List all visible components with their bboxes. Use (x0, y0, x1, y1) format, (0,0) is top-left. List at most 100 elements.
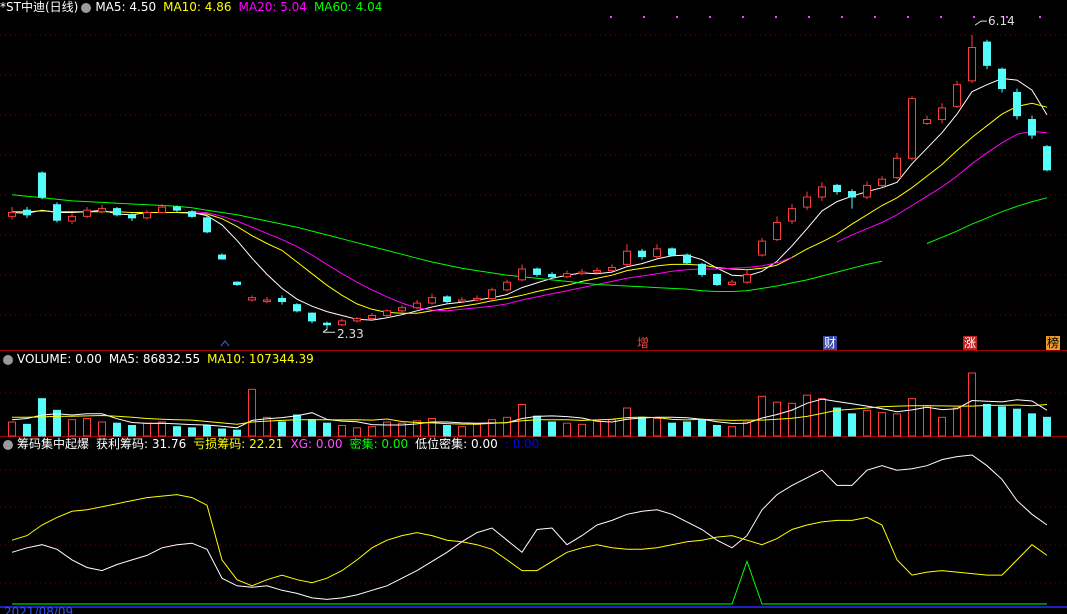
candle-body (338, 320, 346, 326)
volume-bar (458, 426, 466, 437)
volume-bar (578, 423, 586, 437)
candle-body (893, 157, 901, 179)
signal-dot (676, 16, 678, 18)
signal-dot (709, 16, 711, 18)
candle-body (203, 217, 211, 233)
volume-bar (188, 427, 196, 437)
volume-bar (98, 421, 106, 437)
candle-body (413, 302, 421, 309)
candle-body (248, 297, 256, 301)
volume-bar (848, 413, 856, 437)
candle-body (128, 214, 136, 219)
candle-body (758, 240, 766, 256)
volume-bar (758, 395, 766, 437)
annotation-arrow (974, 20, 987, 26)
candle-body (728, 281, 736, 285)
candle-body (848, 191, 856, 198)
volume-bar (743, 421, 751, 437)
candle-body (788, 208, 796, 222)
candle-body (743, 273, 751, 283)
candle-body (143, 211, 151, 219)
candle-body (983, 41, 991, 66)
candle-body (803, 196, 811, 208)
menu-icon[interactable] (3, 439, 13, 450)
legend-entry: MA5: 86832.55 (108, 352, 201, 366)
candle-body (518, 268, 526, 281)
volume-bar (668, 422, 676, 437)
candle-body (23, 209, 31, 216)
volume-bar (818, 398, 826, 437)
signal-dot (841, 16, 843, 18)
candle-body (83, 209, 91, 217)
legend-entry: XG: 0.00 (290, 437, 343, 451)
signal-dot (1039, 16, 1041, 18)
menu-icon[interactable] (81, 2, 92, 13)
legend-entry: MA10: 107344.39 (207, 352, 314, 366)
candle-body (698, 263, 706, 275)
volume-bar (563, 422, 571, 437)
volume-bar (218, 428, 226, 437)
candle-body (353, 318, 361, 322)
volume-bar (638, 416, 646, 437)
volume-bar (68, 419, 76, 437)
volume-bar (938, 416, 946, 437)
candle-body (683, 254, 691, 264)
candle-body (308, 312, 316, 322)
event-marker: 增 (637, 336, 650, 350)
candle-body (818, 186, 826, 198)
volume-bar (353, 427, 361, 437)
volume-bar (413, 420, 421, 437)
candle-body (218, 254, 226, 260)
series-line (191, 130, 1048, 312)
volume-bar (398, 422, 406, 437)
high-label: 6.14 (988, 14, 1015, 28)
volume-bar (548, 421, 556, 437)
signal-dot (610, 16, 612, 18)
volume-bar (443, 425, 451, 437)
annotation-arrow (322, 328, 335, 333)
volume-bar (983, 404, 991, 437)
legend-entry: 获利筹码: 31.76 (96, 437, 187, 451)
candle-body (863, 184, 871, 198)
date-label: 2021/08/09 (4, 605, 73, 614)
series-line (11, 77, 1048, 321)
signal-dot (1006, 16, 1008, 18)
low-label: 2.33 (337, 327, 364, 341)
signal-dot (940, 16, 942, 18)
volume-bar (728, 426, 736, 437)
volume-bar (248, 388, 256, 437)
signal-dot (775, 16, 777, 18)
legend-entry: 低位密集: 0.00 (415, 437, 498, 451)
volume-bar (53, 409, 61, 437)
candle-body (593, 270, 601, 273)
candle-body (488, 289, 496, 299)
volume-bar (653, 418, 661, 437)
volume-bar (998, 406, 1006, 437)
volume-bar (8, 421, 16, 437)
candle-body (653, 248, 661, 258)
candle-body (668, 248, 676, 256)
menu-icon[interactable] (3, 354, 13, 365)
candle-body (503, 281, 511, 291)
volume-bar (968, 372, 976, 437)
legend-entry: MA10: 4.86 (163, 0, 232, 14)
marker (220, 340, 230, 347)
signal-dot (907, 16, 909, 18)
candle-body (68, 215, 76, 222)
volume-bar (593, 420, 601, 437)
candle-body (623, 250, 631, 265)
indicator-header: 筹码集中起爆 获利筹码: 31.76 亏损筹码: 22.21 XG: 0.00 密集: … (0, 437, 546, 452)
candle-body (638, 250, 646, 258)
volume-bar (788, 402, 796, 437)
candle-body (278, 297, 286, 303)
volume-bar (1028, 413, 1036, 437)
volume-bar (683, 421, 691, 437)
volume-bar (503, 416, 511, 437)
candle-body (878, 178, 886, 186)
series-line (12, 102, 1048, 314)
candle-body (368, 314, 376, 320)
candle-body (458, 299, 466, 303)
series-line (11, 194, 1048, 292)
volume-bar (833, 407, 841, 437)
